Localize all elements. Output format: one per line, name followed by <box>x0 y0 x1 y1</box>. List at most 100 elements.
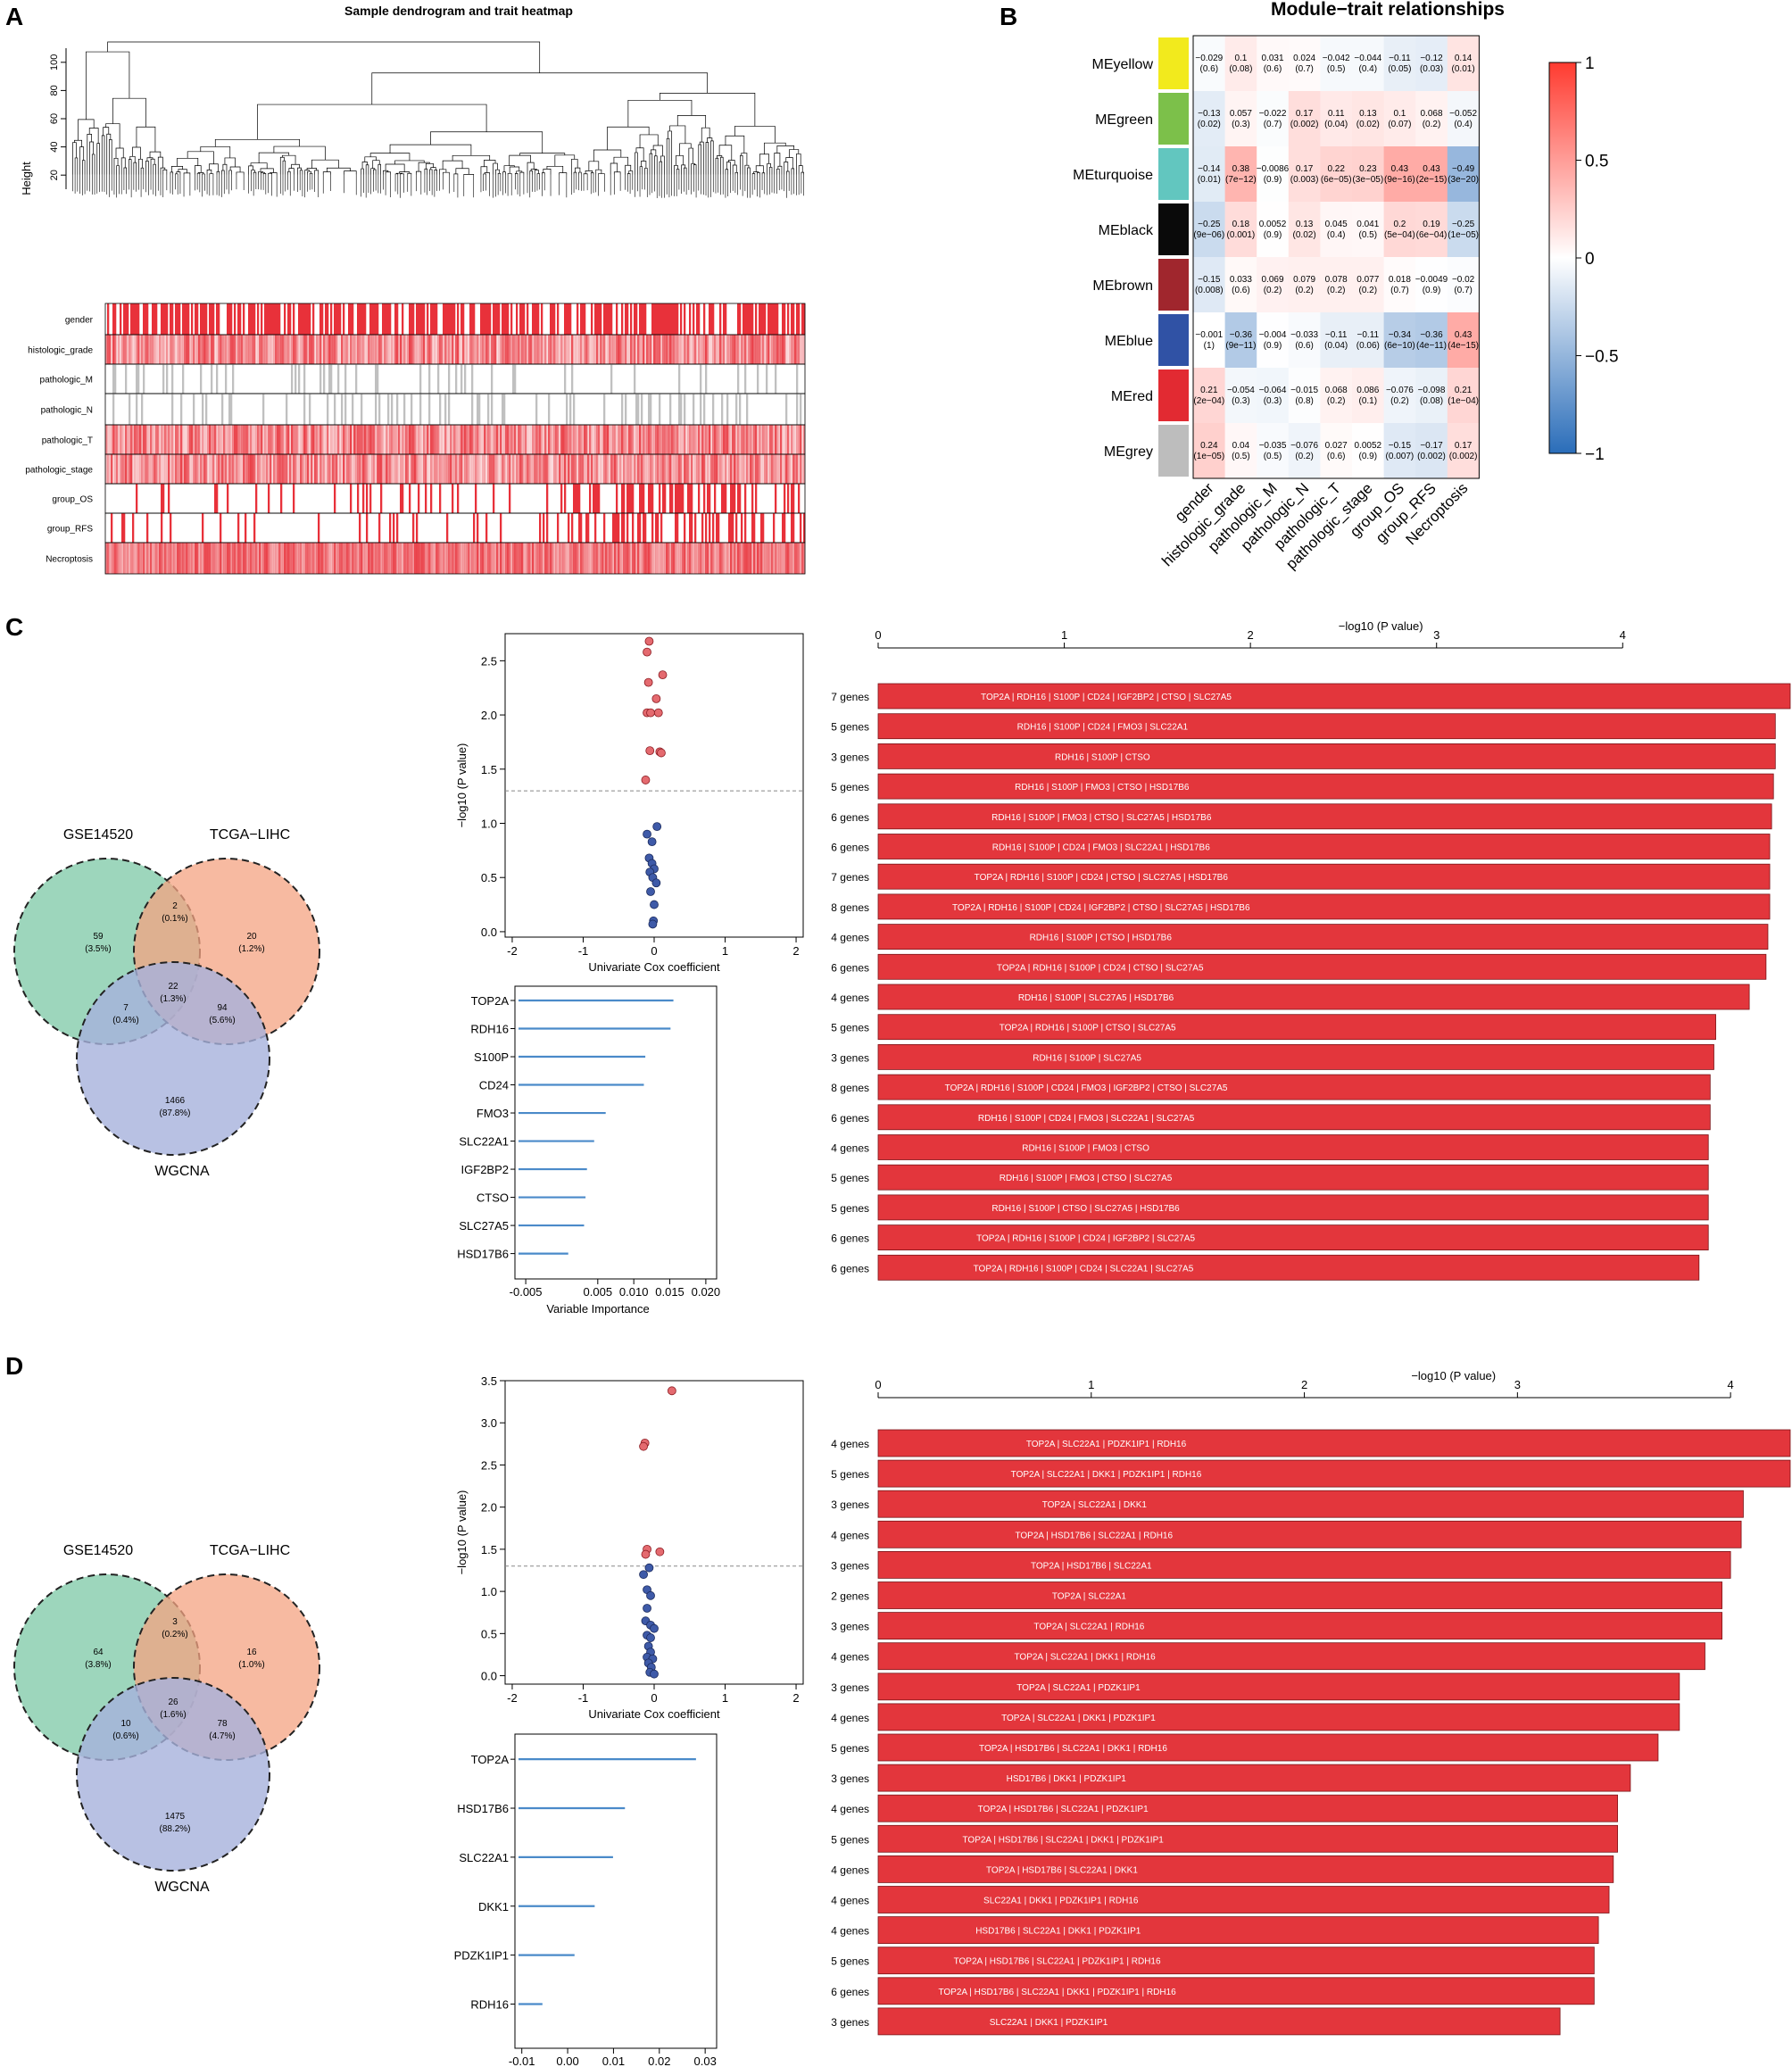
trait-cell <box>264 543 267 574</box>
trait-track-label: pathologic_T <box>42 436 93 446</box>
trait-cell <box>785 543 788 574</box>
cell-value: −0.02 <box>1452 275 1475 285</box>
trait-cell <box>539 454 542 484</box>
trait-cell <box>295 425 297 454</box>
legend-tick-label: 1 <box>1585 54 1595 73</box>
trait-cell <box>282 425 285 454</box>
trait-cell <box>710 425 713 454</box>
cell-pvalue: (0.04) <box>1324 341 1348 351</box>
trait-cell <box>161 425 163 454</box>
trait-cell <box>161 335 163 364</box>
trait-cell <box>735 543 738 574</box>
trait-cell <box>569 543 572 574</box>
dendrogram-branch <box>177 157 199 167</box>
trait-cell <box>493 335 495 364</box>
dendrogram-branch <box>132 146 141 160</box>
heatmap-cell <box>1193 423 1225 479</box>
trait-cell <box>534 543 536 574</box>
trait-cell <box>228 425 231 454</box>
trait-cell <box>616 335 618 364</box>
trait-cell <box>560 454 563 484</box>
trait-cell <box>252 335 254 364</box>
trait-cell <box>364 335 367 364</box>
dendrogram-branch <box>789 149 800 158</box>
combination-bar <box>877 1703 1680 1731</box>
trait-cell <box>177 454 179 484</box>
trait-cell <box>478 543 481 574</box>
dendrogram-branch <box>373 169 377 175</box>
trait-cell <box>200 543 203 574</box>
venn-region-count: 16 <box>246 1648 257 1657</box>
trait-cell <box>787 543 790 574</box>
trait-cell <box>309 335 311 364</box>
combination-genes: TOP2A | HSD17B6 | SLC22A1 | PDZK1IP1 <box>978 1805 1149 1814</box>
x-tick-label: 0 <box>875 1378 881 1391</box>
panel-label-d: D <box>5 1352 23 1380</box>
trait-cell <box>443 335 445 364</box>
trait-cell <box>450 454 452 484</box>
trait-cell <box>607 454 610 484</box>
cell-value: −0.17 <box>1420 441 1443 451</box>
trait-cell <box>621 425 624 454</box>
trait-cell <box>653 543 656 574</box>
trait-cell <box>555 335 558 364</box>
trait-cell <box>364 543 367 574</box>
dendrogram-branch <box>430 167 436 170</box>
trait-cell <box>466 335 469 364</box>
trait-cell <box>291 543 294 574</box>
dendrogram-branch <box>688 147 693 175</box>
trait-cell <box>444 425 447 454</box>
trait-cell <box>753 543 756 574</box>
combination-bar <box>877 1947 1595 1975</box>
trait-cell <box>330 335 333 364</box>
trait-cell <box>534 454 536 484</box>
heatmap-cell <box>1224 423 1257 479</box>
trait-cell <box>614 454 617 484</box>
cell-pvalue: (0.4) <box>1359 64 1378 74</box>
trait-cell <box>259 335 261 364</box>
cell-pvalue: (0.9) <box>1264 230 1282 240</box>
trait-cell <box>234 425 236 454</box>
combination-genes: TOP2A | SLC22A1 | DKK1 <box>1042 1500 1148 1510</box>
trait-cell <box>766 425 768 454</box>
heatmap-cell <box>1383 146 1416 203</box>
trait-cell <box>478 454 481 484</box>
dendrogram-branch <box>607 126 650 150</box>
trait-cell <box>186 543 188 574</box>
trait-cell <box>767 335 770 364</box>
trait-cell <box>432 425 435 454</box>
trait-cell <box>762 454 765 484</box>
trait-cell <box>114 335 117 364</box>
trait-cell <box>205 543 208 574</box>
trait-cell <box>346 335 349 364</box>
trait-cell <box>801 425 804 454</box>
combination-bar <box>877 1254 1700 1281</box>
heatmap-cell <box>1383 36 1416 92</box>
trait-cell <box>485 425 488 454</box>
trait-cell <box>373 454 376 484</box>
trait-cell <box>368 454 370 484</box>
nonsignificant-gene-point <box>643 1604 651 1613</box>
cell-pvalue: (0.02) <box>1356 120 1380 129</box>
y-tick-label: 1.5 <box>481 1543 497 1556</box>
y-tick-label: 0.0 <box>481 1670 497 1683</box>
trait-cell <box>189 425 192 454</box>
venn-region-percent: (1.3%) <box>160 994 186 1004</box>
trait-cell <box>319 543 322 574</box>
trait-cell <box>450 335 452 364</box>
trait-cell <box>594 425 597 454</box>
trait-cell <box>651 454 654 484</box>
trait-cell <box>593 335 595 364</box>
trait-cell <box>537 425 540 454</box>
dendrogram-branch <box>497 172 502 175</box>
trait-cell <box>393 425 395 454</box>
trait-cell <box>275 543 278 574</box>
trait-cell <box>384 425 386 454</box>
trait-cell <box>391 454 394 484</box>
trait-cell <box>535 425 538 454</box>
dendrogram-branch <box>453 173 459 175</box>
cell-value: 0.13 <box>1296 220 1314 229</box>
trait-cell <box>507 543 510 574</box>
trait-cell <box>468 335 470 364</box>
trait-cell <box>532 543 535 574</box>
